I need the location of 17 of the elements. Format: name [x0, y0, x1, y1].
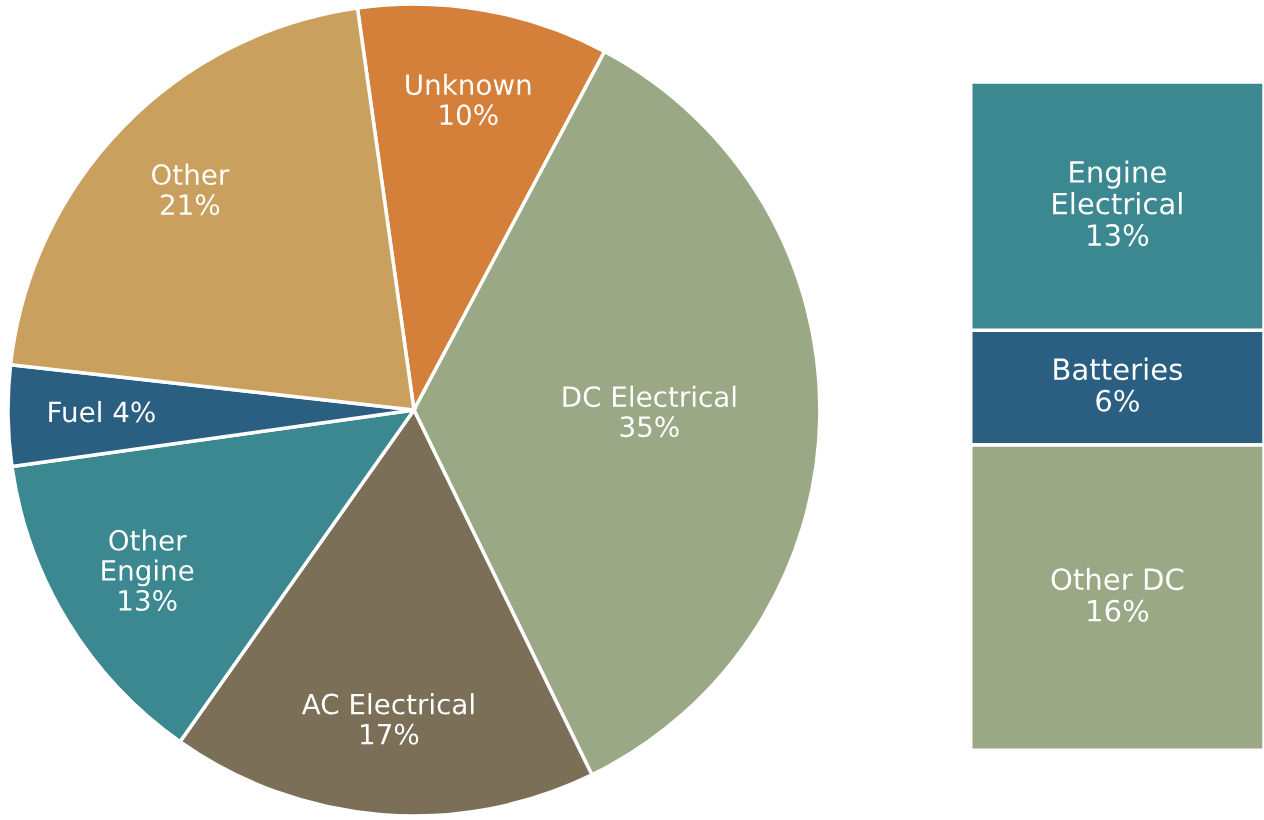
- data-label: 17%: [361, 723, 419, 745]
- data-label: 35%: [620, 416, 679, 438]
- data-label: 13%: [119, 589, 177, 611]
- series-label: Other DC: [1051, 567, 1184, 591]
- data-label: 13%: [1088, 224, 1149, 247]
- slice-label: DC Electrical: [563, 385, 736, 408]
- data-label: 6%: [1096, 389, 1139, 412]
- data-label: 21%: [161, 194, 220, 216]
- data-label: 10%: [440, 104, 498, 126]
- slice-label: Other: [151, 163, 230, 186]
- slice-label: AC Electrical: [301, 693, 474, 715]
- slice-label: Other Engine: [102, 529, 194, 587]
- slice-label: Fuel 4%: [49, 400, 155, 423]
- data-label: 16%: [1088, 599, 1149, 622]
- series-label: Engine Electrical: [1053, 160, 1182, 215]
- series-label: Batteries: [1054, 357, 1182, 381]
- slice-label: Unknown: [406, 73, 531, 96]
